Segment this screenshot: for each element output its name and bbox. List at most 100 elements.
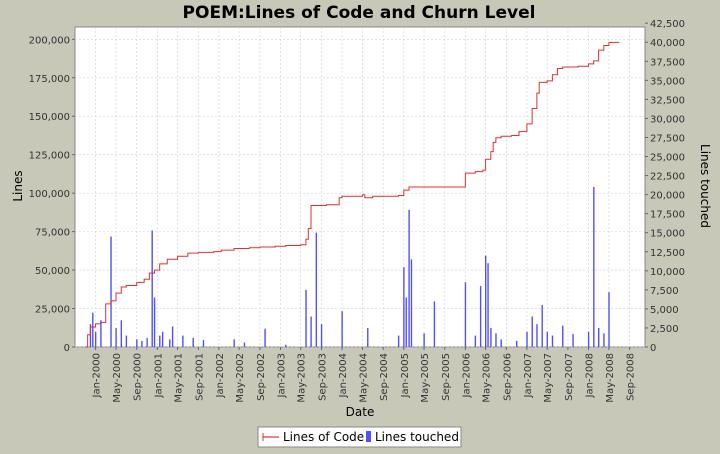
lines-of-code-path	[85, 41, 620, 348]
x-tick-label: May-2001	[174, 353, 185, 403]
x-tick-label: Jan-2003	[276, 353, 287, 398]
lines-touched-bar	[233, 339, 235, 347]
y-right-tick-label: 32,500	[650, 95, 685, 106]
x-tick-label: May-2006	[482, 353, 493, 403]
lines-touched-bar	[264, 328, 266, 347]
lines-touched-bar	[192, 337, 194, 347]
lines-touched-bar	[169, 339, 171, 347]
lines-touched-bar	[433, 301, 436, 347]
x-tick-label: Sep-2007	[564, 353, 575, 401]
y-left-tick-label: 200,000	[29, 35, 70, 46]
x-axis-label: Date	[346, 405, 375, 419]
chart-title: POEM:Lines of Code and Churn Level	[183, 3, 536, 23]
lines-touched-bar	[310, 316, 312, 347]
lines-touched-bar	[572, 334, 574, 347]
x-tick-label: May-2000	[112, 353, 123, 403]
lines-touched-bar	[500, 339, 502, 347]
y-left-tick-label: 25,000	[35, 305, 70, 316]
y-axis-left-label: Lines	[11, 170, 25, 201]
lines-touched-bar	[397, 335, 400, 347]
lines-touched-bar	[285, 344, 287, 347]
lines-touched-bar	[92, 312, 94, 347]
axes: 0 25,000 50,000 75,000 100,000 125,000 150,000…	[29, 19, 685, 402]
y-left-tick-label: 125,000	[29, 151, 70, 162]
lines-touched-bar	[562, 325, 564, 347]
lines-touched-bar	[474, 335, 477, 347]
lines-touched-bar	[202, 340, 205, 347]
legend: Lines of Code Lines touched	[257, 426, 462, 448]
lines-touched-bar	[464, 282, 467, 347]
x-tick-label: Jan-2000	[92, 353, 103, 398]
lines-touched-bar	[516, 340, 518, 347]
lines-of-code-line	[85, 41, 620, 348]
x-tick-label: Jan-2001	[153, 353, 164, 398]
lines-touched-bar	[603, 333, 605, 347]
lines-touched-bar	[531, 316, 533, 347]
x-tick-label: Sep-2006	[502, 353, 513, 401]
x-tick-label: Jan-2006	[461, 353, 472, 398]
x-tick-label: Sep-2008	[626, 353, 637, 401]
x-tick-label: May-2007	[543, 353, 554, 403]
lines-touched-bar	[115, 327, 117, 347]
x-tick-label: May-2003	[297, 353, 308, 403]
y-left-tick-label: 75,000	[35, 228, 70, 239]
x-tick-label: Jan-2007	[523, 353, 534, 398]
lines-touched-bar	[536, 324, 538, 347]
y-right-tick-label: 37,500	[650, 57, 685, 68]
y-left-tick-label: 100,000	[29, 189, 70, 200]
lines-touched-bar	[410, 259, 413, 347]
grid-lines	[75, 27, 645, 348]
lines-touched-bar	[587, 331, 590, 347]
legend-box	[257, 426, 462, 448]
y-left-tick-label: 50,000	[35, 266, 70, 277]
lines-touched-bar	[141, 340, 143, 347]
lines-touched-bar	[125, 335, 128, 347]
lines-touched-bar	[367, 327, 369, 347]
lines-touched-bar	[490, 327, 492, 347]
lines-touched-bar	[159, 335, 161, 347]
lines-touched-bar	[526, 331, 528, 347]
x-tick-label: Sep-2000	[133, 353, 144, 401]
legend-label-lines-touched: Lines touched	[375, 430, 459, 444]
lines-touched-bar	[551, 335, 554, 347]
x-tick-label: Jan-2005	[400, 353, 411, 398]
lines-touched-bar	[408, 209, 410, 347]
lines-touched-bar	[120, 320, 123, 347]
y-right-tick-label: 15,000	[650, 229, 685, 240]
x-tick-label: Sep-2005	[441, 353, 452, 401]
lines-touched-bar	[89, 324, 92, 347]
y-right-tick-label: 17,500	[650, 210, 685, 221]
lines-touched-bar	[403, 267, 405, 347]
x-tick-label: May-2008	[605, 353, 616, 403]
lines-touched-bar	[151, 230, 153, 347]
lines-touched-bar	[146, 337, 148, 347]
y-right-tick-label: 7,500	[650, 286, 679, 297]
y-right-tick-label: 12,500	[650, 248, 685, 259]
lines-touched-bars	[89, 187, 610, 347]
lines-touched-bar	[161, 331, 164, 347]
lines-touched-bar	[320, 324, 323, 347]
lines-touched-bar	[243, 342, 246, 347]
y-axis-right-label: Lines touched	[698, 144, 712, 228]
x-tick-label: Sep-2002	[256, 353, 267, 401]
x-tick-label: Jan-2008	[584, 353, 595, 398]
lines-touched-bar	[487, 263, 489, 347]
legend-swatch-lines-touched	[366, 431, 371, 442]
y-right-tick-label: 5,000	[650, 305, 679, 316]
lines-touched-bar	[541, 305, 543, 347]
y-left-tick-label: 150,000	[29, 112, 70, 123]
x-tick-label: Jan-2002	[215, 353, 226, 398]
lines-touched-bar	[100, 320, 102, 347]
y-right-tick-label: 10,000	[650, 267, 685, 278]
lines-touched-bar	[182, 335, 184, 347]
lines-touched-bar	[315, 232, 318, 347]
lines-touched-bar	[593, 187, 595, 347]
lines-touched-bar	[546, 331, 548, 347]
lines-touched-bar	[598, 327, 600, 347]
y-right-tick-label: 2,500	[650, 324, 679, 335]
lines-touched-bar	[305, 289, 307, 347]
lines-touched-bar	[495, 333, 497, 347]
lines-touched-bar	[479, 286, 482, 347]
y-right-tick-label: 22,500	[650, 172, 685, 183]
